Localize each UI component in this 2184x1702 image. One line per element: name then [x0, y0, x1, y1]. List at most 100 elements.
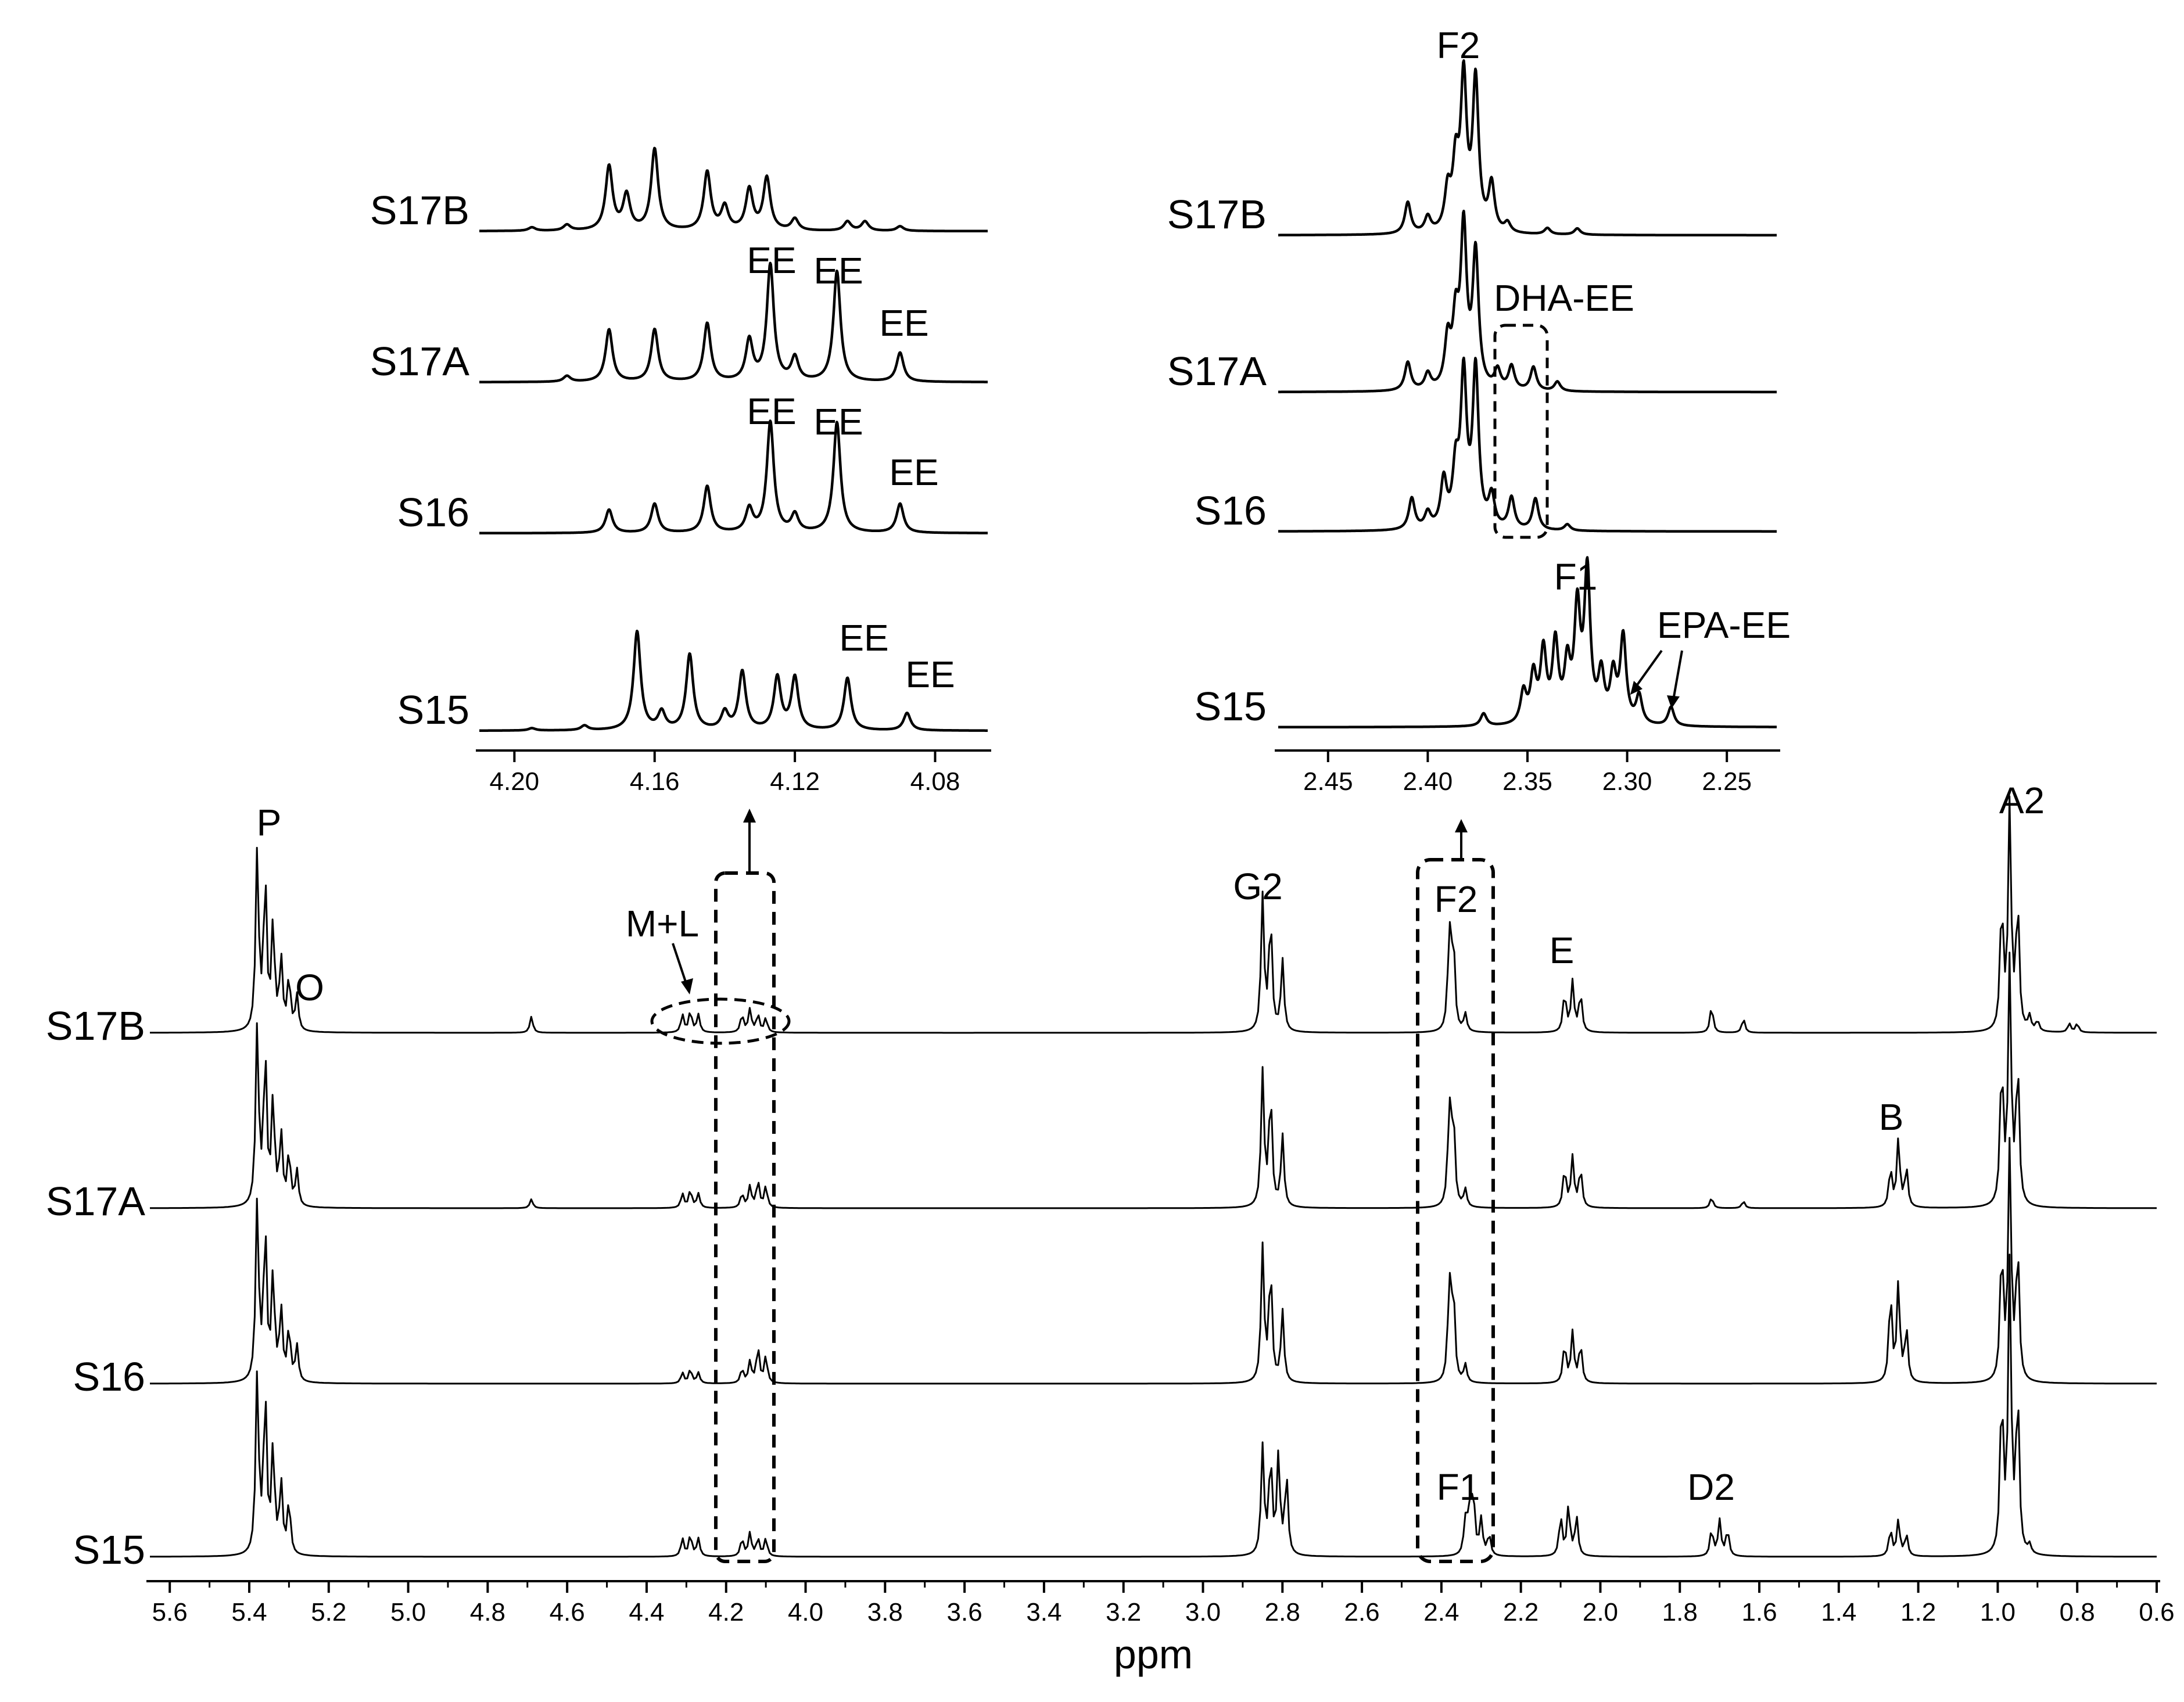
x-tick-label: 4.2 [708, 1598, 744, 1626]
series-label: S17A [370, 339, 470, 384]
x-tick-label: 2.2 [1503, 1598, 1539, 1626]
x-tick-label: 2.6 [1344, 1598, 1379, 1626]
spectrum-trace [149, 951, 2157, 1209]
annotation-label: EE [747, 239, 796, 281]
highlight-markers [650, 324, 1683, 1563]
series-label: S16 [397, 490, 469, 535]
x-tick-label: 4.20 [490, 767, 540, 796]
x-tick-label: 1.2 [1900, 1598, 1936, 1626]
spectrum-trace [1277, 59, 1778, 237]
annotation-label: EE [905, 653, 955, 695]
annotation-label: A2 [1999, 780, 2045, 821]
arrowhead [743, 809, 756, 823]
annotation-label: DHA-EE [1494, 277, 1634, 319]
annotation-label: D2 [1687, 1466, 1735, 1508]
annotation-label: B [1879, 1096, 1904, 1138]
annotation-label: G2 [1233, 866, 1282, 907]
annotation-label: F2 [1437, 24, 1480, 66]
x-tick-label: 4.0 [788, 1598, 823, 1626]
arrowhead [1630, 681, 1643, 695]
arrow-epa-2 [1672, 650, 1683, 701]
annotation-label: F1 [1437, 1466, 1480, 1508]
arrowhead [1667, 695, 1680, 709]
series-label: S15 [1194, 684, 1267, 729]
x-tick-label: 0.8 [2060, 1598, 2095, 1626]
spectrum-trace [149, 1137, 2157, 1385]
x-tick-label: 4.8 [470, 1598, 505, 1626]
x-tick-label: 2.0 [1583, 1598, 1618, 1626]
spectrum-trace [1277, 356, 1778, 533]
annotation-label: EE [839, 617, 888, 659]
annotation-label: M+L [626, 903, 699, 945]
x-tick-label: 5.0 [390, 1598, 426, 1626]
arrowhead [1455, 819, 1468, 832]
series-label: S15 [73, 1527, 145, 1572]
x-tick-label: 5.2 [311, 1598, 346, 1626]
annotation-label: EE [813, 401, 863, 443]
spectrum-trace [478, 261, 989, 383]
arrow-ml [672, 943, 688, 986]
x-tick-label: 2.45 [1303, 767, 1353, 796]
x-tick-label: 3.2 [1106, 1598, 1141, 1626]
x-tick-label: 4.12 [770, 767, 820, 796]
x-tick-label: 1.4 [1821, 1598, 1856, 1626]
annotation-label: P [257, 802, 282, 843]
series-label: S17B [370, 188, 469, 233]
spectrum-trace [478, 146, 989, 233]
x-tick-label: 2.30 [1602, 767, 1652, 796]
series-label: S17B [1167, 192, 1267, 237]
series-label: S17B [46, 1003, 145, 1049]
inset-left-plot: S17B S17A S16 S15 4.20 4.16 4.12 4.08 [370, 146, 991, 796]
series-label: S16 [1194, 488, 1267, 533]
arrowheads [681, 681, 1680, 994]
x-tick-label: 4.6 [550, 1598, 585, 1626]
spectrum-trace [478, 419, 989, 535]
series-label: S17A [1167, 349, 1267, 394]
x-tick-label: 2.25 [1702, 767, 1752, 796]
annotation-label: EE [889, 451, 938, 493]
x-tick-label: 2.8 [1265, 1598, 1300, 1626]
x-tick-label: 2.35 [1502, 767, 1552, 796]
spectrum-trace [478, 629, 989, 732]
dashed-box-ee-region [714, 871, 776, 1563]
spectrum-trace [149, 795, 2157, 1034]
x-tick-label: 0.6 [2139, 1598, 2174, 1626]
x-tick-label: 2.40 [1403, 767, 1453, 796]
x-tick-label: 3.0 [1185, 1598, 1221, 1626]
annotation-label: EE [813, 250, 863, 292]
x-tick-label: 3.4 [1026, 1598, 1061, 1626]
annotation-label: E [1550, 929, 1575, 971]
spectrum-trace [150, 1254, 2157, 1558]
spectrum-trace [1277, 209, 1778, 394]
spectrum-trace [1277, 556, 1778, 729]
annotation-label: EPA-EE [1657, 604, 1791, 646]
x-tick-label: 5.4 [231, 1598, 267, 1626]
series-label: S15 [397, 687, 469, 732]
x-tick-label: 3.8 [867, 1598, 903, 1626]
x-tick-label: 2.4 [1423, 1598, 1459, 1626]
annotation-label: F1 [1554, 556, 1598, 598]
dashed-box-dha-ee [1493, 324, 1549, 539]
x-tick-label: 1.8 [1662, 1598, 1698, 1626]
x-tick-label: 4.16 [630, 767, 680, 796]
annotations: P O M+L G2 F2 E A2 B F1 D2 EE EE EE EE E… [257, 24, 2045, 1508]
annotation-label: F2 [1435, 878, 1478, 920]
arrow-epa-1 [1634, 649, 1663, 688]
x-tick-label: 5.6 [152, 1598, 188, 1626]
x-tick-label: 1.6 [1741, 1598, 1777, 1626]
x-tick-label: 1.0 [1980, 1598, 2016, 1626]
series-label: S17A [46, 1179, 146, 1224]
inset-right-plot: S17B S17A S16 S15 2.45 2.40 2.35 2.30 2.25 [1167, 59, 1780, 796]
x-tick-label: 4.4 [629, 1598, 664, 1626]
annotation-label: O [295, 967, 324, 1008]
arrowhead [681, 978, 693, 994]
dashed-box-f-region [1416, 858, 1495, 1563]
annotation-label: EE [879, 302, 928, 344]
x-tick-label: 3.6 [947, 1598, 982, 1626]
x-axis-title: ppm [1114, 1632, 1193, 1677]
x-tick-label: 4.08 [910, 767, 960, 796]
dashed-ellipse-ml [650, 997, 791, 1045]
annotation-label: EE [747, 390, 796, 432]
